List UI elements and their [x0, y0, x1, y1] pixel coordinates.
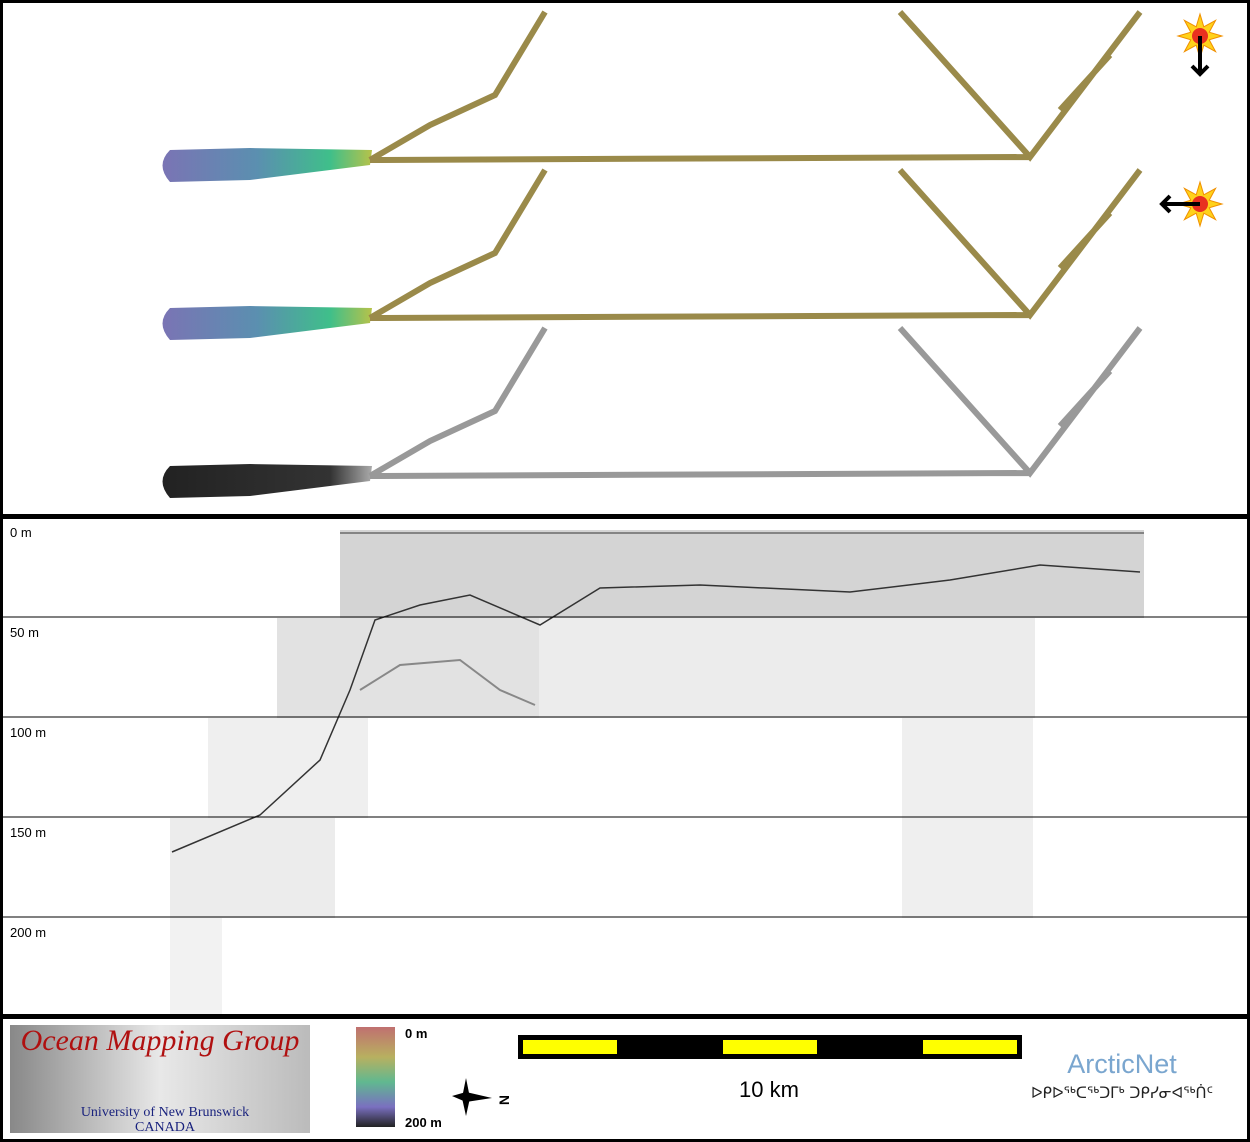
depth-label: 150 m — [10, 825, 46, 840]
compass-arrow — [452, 1092, 492, 1102]
survey-track — [368, 325, 1143, 479]
profile-panel — [0, 516, 1250, 1017]
survey-track — [368, 9, 1143, 163]
track-map — [162, 325, 1143, 498]
scale-segment — [923, 1040, 1017, 1054]
survey-track — [368, 167, 1143, 321]
footer-panel — [0, 1016, 1250, 1142]
survey-swath — [162, 464, 372, 498]
survey-swath — [162, 306, 372, 340]
logo-title: Ocean Mapping Group — [21, 1024, 300, 1057]
arcticnet-inuktitut: ᐅᑭᐅᖅᑕᖅᑐᒥᒃ ᑐᑭᓯᓂᐊᖅᑏᑦ — [1031, 1084, 1213, 1102]
colorbar-bottom-label: 200 m — [405, 1115, 442, 1130]
track-maps — [162, 9, 1224, 498]
depth-label: 100 m — [10, 725, 46, 740]
scale-segment — [723, 1040, 817, 1054]
logo-country: CANADA — [135, 1120, 196, 1135]
profile-block — [902, 718, 1033, 918]
colorbar-top-label: 0 m — [405, 1026, 427, 1041]
compass-label: N — [496, 1095, 512, 1105]
seabed-reflector — [171, 564, 1141, 853]
depth-label: 0 m — [10, 525, 32, 540]
track-map — [162, 167, 1224, 340]
map-panel — [0, 0, 1250, 517]
illumination-arrow — [1159, 194, 1200, 214]
scale-segment — [523, 1040, 617, 1054]
colorbar — [356, 1027, 395, 1127]
profile-block — [170, 918, 222, 1014]
scale-label: 10 km — [739, 1077, 799, 1102]
compass-arrow — [462, 1078, 470, 1116]
logo-image — [10, 1025, 310, 1133]
depth-labels: 0 m 50 m 100 m 150 m 200 m — [3, 525, 1247, 940]
track-map — [162, 9, 1224, 182]
profile-block — [277, 618, 539, 718]
arcticnet-name: ArcticNet — [1067, 1049, 1177, 1079]
logo-university: University of New Brunswick — [81, 1105, 249, 1120]
profile-block — [208, 718, 368, 818]
depth-label: 200 m — [10, 925, 46, 940]
subbottom-profile — [170, 530, 1144, 1014]
depth-label: 50 m — [10, 625, 39, 640]
survey-swath — [162, 148, 372, 182]
subbottom-reflector — [359, 658, 536, 706]
profile-block — [340, 530, 1144, 618]
compass: N — [452, 1078, 512, 1116]
illumination-arrow — [1190, 36, 1210, 77]
profile-block — [539, 618, 1035, 718]
profile-block — [170, 818, 335, 918]
